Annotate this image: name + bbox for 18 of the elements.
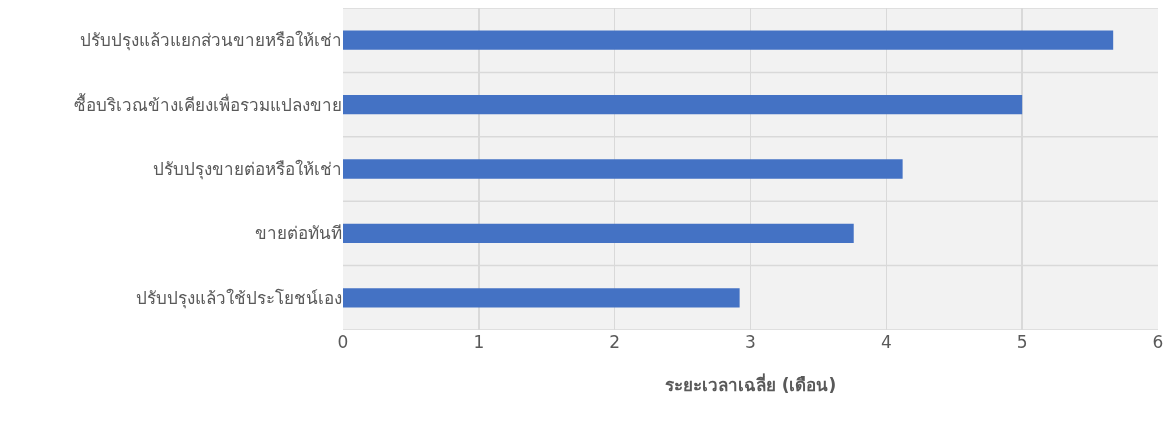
bar bbox=[343, 94, 1023, 115]
x-tick-label: 0 bbox=[337, 332, 349, 352]
y-tick-label: ขายต่อทันที bbox=[255, 223, 342, 244]
x-tick-label: 3 bbox=[745, 332, 756, 352]
y-tick-label: ปรับปรุงแล้วแยกส่วนขายหรือให้เช่า bbox=[80, 30, 342, 52]
x-tick-label: 6 bbox=[1152, 332, 1164, 352]
bar bbox=[343, 30, 1114, 50]
x-tick-label: 1 bbox=[473, 332, 485, 352]
bar bbox=[343, 159, 903, 179]
x-tick-label: 4 bbox=[880, 332, 892, 352]
y-tick-label: ปรับปรุงแล้วใช้ประโยชน์เอง bbox=[136, 287, 342, 309]
x-tick-label: 2 bbox=[609, 332, 621, 352]
y-tick-label: ซื้อบริเวณข้างเคียงเพื่อรวมแปลงขาย bbox=[74, 92, 342, 115]
y-tick-label: ปรับปรุงขายต่อหรือให้เช่า bbox=[153, 158, 342, 180]
x-tick-label: 5 bbox=[1016, 332, 1028, 352]
bar bbox=[343, 223, 854, 244]
bar bbox=[343, 288, 740, 308]
x-axis-title: ระยะเวลาเฉลี่ย (เดือน) bbox=[664, 373, 837, 396]
